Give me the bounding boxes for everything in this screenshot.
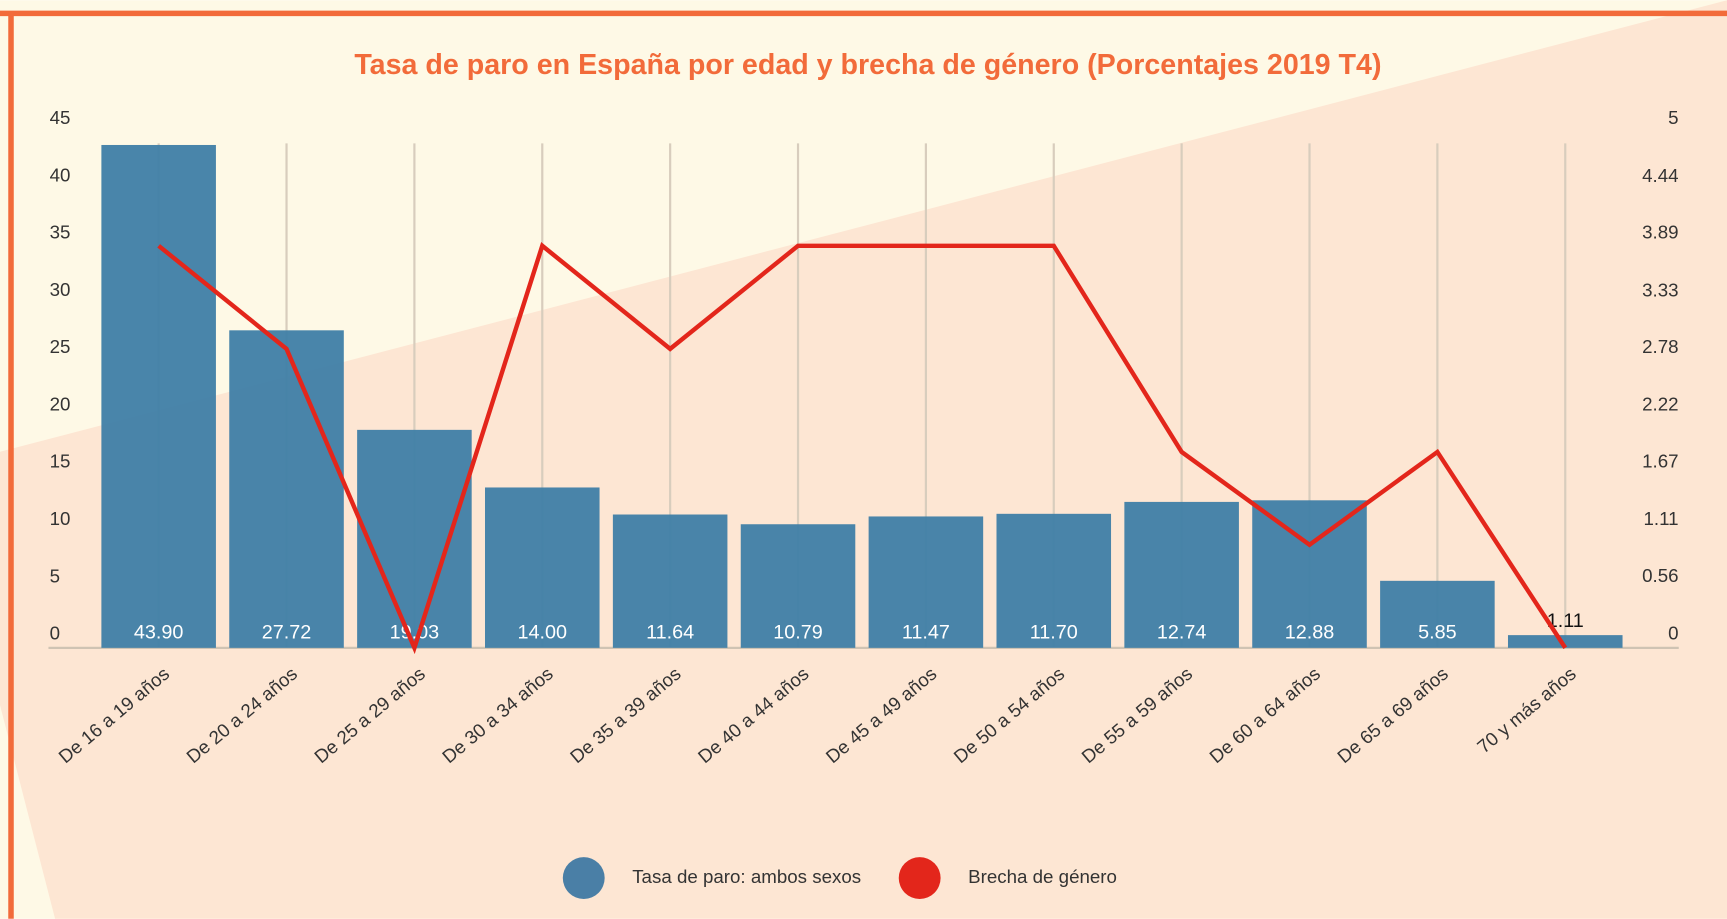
y2-tick-label: 5 <box>1668 107 1678 128</box>
bar <box>1252 500 1367 648</box>
data-label: 27.72 <box>262 622 312 644</box>
line <box>157 242 1568 655</box>
y-tick-label: 35 <box>50 222 71 243</box>
data-label: 12.74 <box>1157 622 1207 644</box>
legend-label: Tasa de paro: ambos sexos <box>632 866 861 887</box>
y-tick-label: 20 <box>50 393 71 414</box>
y2-tick-label: 1.11 <box>1643 508 1678 529</box>
y-tick-label: 25 <box>50 336 71 357</box>
bar <box>996 513 1112 648</box>
bar <box>1507 635 1623 648</box>
data-label: 43.90 <box>134 622 184 644</box>
y2-tick-label: 3.33 <box>1642 279 1678 300</box>
data-label: 5.85 <box>1418 622 1457 644</box>
bar <box>868 516 984 648</box>
y2-tick-label: 0.56 <box>1642 565 1678 586</box>
data-label: 19.03 <box>390 622 440 644</box>
y2-tick-label: 1.67 <box>1642 450 1678 471</box>
data-label: 11.47 <box>902 622 950 644</box>
legend-label: Brecha de género <box>968 866 1117 887</box>
y2-tick-label: 3.89 <box>1642 222 1678 243</box>
y-tick-label: 15 <box>50 451 71 472</box>
chart-title: Tasa de paro en España por edad y brecha… <box>354 49 1381 81</box>
y-tick-label: 45 <box>50 107 71 128</box>
data-label: 12.88 <box>1285 622 1335 644</box>
bar <box>229 330 344 648</box>
y2-tick-label: 2.22 <box>1642 394 1678 415</box>
y2-tick-label: 4.44 <box>1642 165 1678 186</box>
data-label: 11.70 <box>1030 622 1078 644</box>
bar <box>612 514 728 648</box>
y2-tick-label: 0 <box>1668 623 1678 644</box>
y-tick-label: 30 <box>50 279 71 300</box>
legend-marker <box>562 857 605 899</box>
data-label: 10.79 <box>773 622 823 644</box>
data-label: 11.64 <box>646 622 694 644</box>
bar <box>357 429 472 648</box>
y2-tick-label: 2.78 <box>1642 336 1678 357</box>
legend-marker <box>898 857 941 899</box>
y-tick-label: 40 <box>50 164 71 185</box>
y-tick-label: 5 <box>50 565 60 586</box>
data-label: 1.11 <box>1547 610 1584 632</box>
data-label: 14.00 <box>517 622 567 644</box>
bar <box>740 524 856 648</box>
y-tick-label: 10 <box>50 508 71 529</box>
bar <box>101 144 216 648</box>
bar <box>1124 501 1239 648</box>
y-tick-label: 0 <box>50 623 60 644</box>
bar <box>485 487 600 648</box>
bar <box>1380 580 1495 648</box>
